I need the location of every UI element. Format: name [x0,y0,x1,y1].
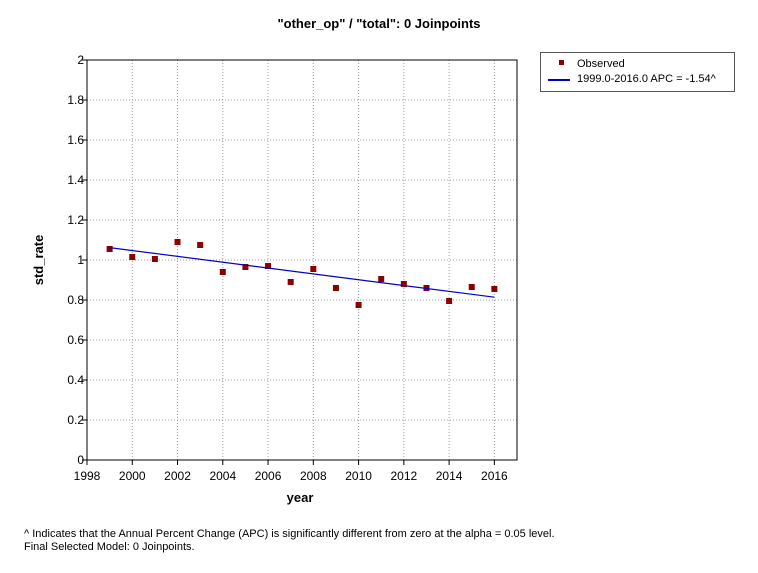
trend-line [109,247,495,298]
y-tick-label: 1.4 [67,173,84,187]
legend: Observed 1999.0-2016.0 APC = -1.54^ [540,52,735,92]
y-tick-label: 1.8 [67,93,84,107]
observed-point [174,239,181,245]
y-tick-label: 0.2 [67,413,84,427]
y-tick-label: 1.6 [67,133,84,147]
observed-point [106,246,113,252]
footnote: ^ Indicates that the Annual Percent Chan… [24,528,555,554]
legend-label-trend: 1999.0-2016.0 APC = -1.54^ [577,73,716,85]
observed-point [129,254,136,260]
observed-point [400,281,407,287]
observed-point [332,285,339,291]
observed-point [378,276,385,282]
chart-title: "other_op" / "total": 0 Joinpoints [277,16,481,31]
observed-point [310,266,317,272]
x-tick-label: 2016 [481,469,508,483]
legend-line-marker-icon [548,79,570,81]
legend-label-observed: Observed [577,58,625,70]
observed-point [265,263,272,269]
legend-square-marker-icon [559,60,564,65]
footnote-line-1: ^ Indicates that the Annual Percent Chan… [24,528,555,540]
y-tick-label: 1 [77,253,84,267]
observed-point [355,302,362,308]
observed-point [446,298,453,304]
x-tick-label: 2014 [436,469,463,483]
observed-point [151,256,158,262]
x-tick-label: 2012 [390,469,417,483]
x-tick-label: 2000 [119,469,146,483]
observed-point [287,279,294,285]
x-tick-label: 1998 [74,469,101,483]
y-tick-label: 0 [77,453,84,467]
x-tick-label: 2010 [345,469,372,483]
y-axis-title: std_rate [31,235,46,286]
footnote-line-2: Final Selected Model: 0 Joinpoints. [24,541,195,553]
y-tick-label: 0.8 [67,293,84,307]
x-tick-label: 2004 [209,469,236,483]
x-tick-label: 2008 [300,469,327,483]
y-tick-label: 1.2 [67,213,84,227]
observed-point [491,286,498,292]
x-axis-title: year [287,490,314,505]
observed-point [468,284,475,290]
plot-area [87,60,517,460]
observed-point [242,264,249,270]
observed-point [219,269,226,275]
y-tick-label: 2 [77,53,84,67]
x-tick-label: 2006 [255,469,282,483]
y-tick-label: 0.6 [67,333,84,347]
observed-point [197,242,204,248]
x-tick-label: 2002 [164,469,191,483]
y-tick-label: 0.4 [67,373,84,387]
